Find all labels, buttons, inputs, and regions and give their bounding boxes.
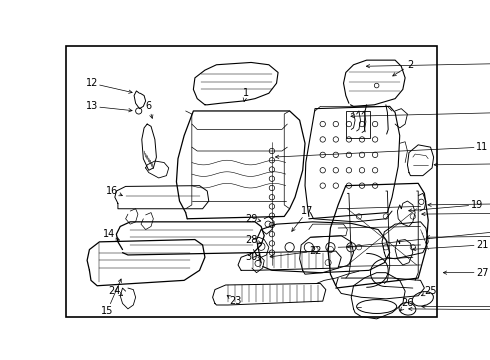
Text: 12: 12	[86, 78, 98, 88]
Text: 6: 6	[146, 101, 152, 111]
Text: 29: 29	[245, 214, 257, 224]
Text: 2: 2	[407, 60, 414, 70]
Text: 24: 24	[109, 286, 121, 296]
Text: 11: 11	[476, 142, 488, 152]
Text: 30: 30	[245, 252, 257, 262]
Text: 26: 26	[401, 298, 414, 309]
Text: 23: 23	[229, 296, 242, 306]
Text: 17: 17	[301, 206, 314, 216]
Text: 19: 19	[470, 200, 483, 210]
Text: 13: 13	[86, 101, 98, 111]
Text: 14: 14	[102, 229, 115, 239]
Bar	[346, 111, 370, 138]
Text: 1: 1	[243, 88, 249, 98]
Text: 25: 25	[424, 286, 437, 296]
Text: 16: 16	[106, 186, 119, 196]
Text: 28: 28	[245, 235, 257, 244]
Text: 22: 22	[309, 246, 321, 256]
Text: 15: 15	[101, 306, 113, 316]
Text: 21: 21	[476, 240, 489, 250]
Text: 27: 27	[476, 267, 489, 278]
